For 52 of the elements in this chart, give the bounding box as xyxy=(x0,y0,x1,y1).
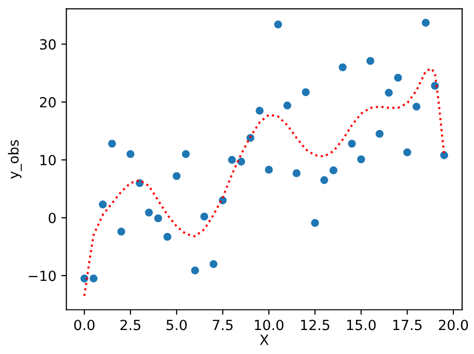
point xyxy=(228,156,236,164)
point xyxy=(163,232,172,241)
point xyxy=(117,228,126,236)
x-tick-label: 0.0 xyxy=(74,320,94,330)
y-tick-label: 30 xyxy=(40,39,56,50)
point xyxy=(292,169,300,178)
point xyxy=(283,102,292,110)
x-tick-label: 15.0 xyxy=(347,320,376,330)
point xyxy=(264,166,273,174)
point xyxy=(422,18,430,27)
point xyxy=(338,63,347,72)
point xyxy=(237,158,246,166)
point xyxy=(182,150,190,158)
point xyxy=(274,20,282,28)
y-tick-label: −10 xyxy=(28,270,56,282)
x-tick-label: 10.0 xyxy=(254,320,284,330)
point xyxy=(320,176,328,184)
x-axis-title: X xyxy=(260,334,269,345)
point xyxy=(90,274,98,282)
x-tick-label: 17.5 xyxy=(393,320,422,330)
point xyxy=(376,130,384,138)
y-axis-title: y_obs xyxy=(8,140,22,179)
point xyxy=(329,166,338,174)
x-tick-label: 2.5 xyxy=(120,320,140,330)
x-tick-label: 5.0 xyxy=(166,320,187,330)
point xyxy=(108,140,116,148)
point xyxy=(366,56,374,65)
x-tick-label: 12.5 xyxy=(301,320,330,330)
y-tick-label: 0 xyxy=(48,212,56,224)
x-tick-label: 20.0 xyxy=(438,320,468,330)
point xyxy=(403,148,412,156)
y-tick-label: 20 xyxy=(40,96,56,108)
point xyxy=(80,274,88,282)
point xyxy=(210,260,218,268)
point xyxy=(191,266,200,274)
point xyxy=(384,88,393,97)
point xyxy=(357,155,366,164)
point xyxy=(311,219,319,227)
point xyxy=(302,88,310,96)
point xyxy=(440,151,448,160)
point xyxy=(98,200,107,208)
point xyxy=(348,140,356,148)
point xyxy=(172,172,181,180)
point xyxy=(200,212,208,221)
point xyxy=(126,150,134,158)
point xyxy=(154,214,162,222)
point xyxy=(256,106,264,115)
x-tick-label: 7.5 xyxy=(212,320,233,330)
point xyxy=(144,208,153,216)
point xyxy=(394,74,402,82)
point xyxy=(412,102,420,111)
y-tick-label: 10 xyxy=(40,154,56,166)
